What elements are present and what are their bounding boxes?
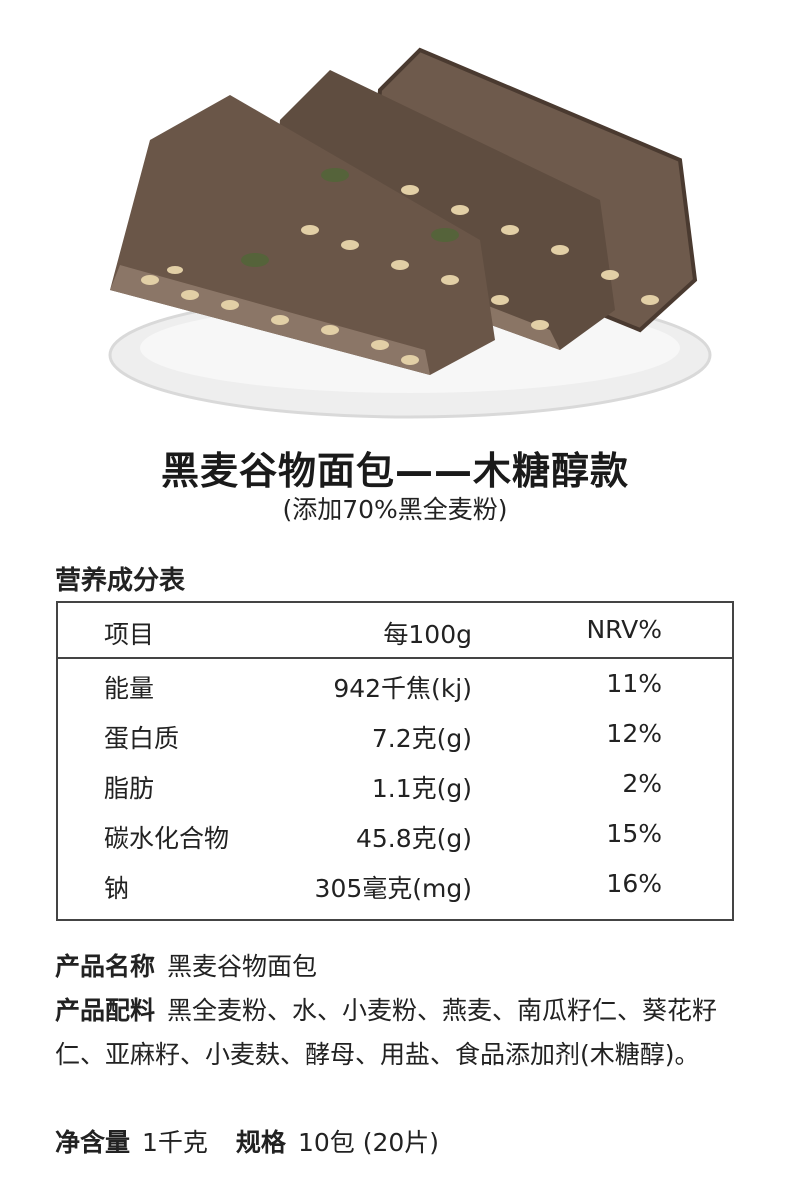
row-nrv: 12%: [606, 719, 662, 748]
table-row: 能量 942千焦(kj) 11%: [58, 661, 732, 711]
row-item: 脂肪: [104, 774, 155, 803]
header-nrv: NRV%: [586, 615, 662, 644]
row-item: 碳水化合物: [104, 824, 230, 853]
net-content-line: 净含量 1千克 规格 10包 (20片): [55, 1121, 745, 1165]
spec-label: 规格: [235, 1128, 286, 1157]
product-title: 黑麦谷物面包——木糖醇款: [160, 449, 629, 493]
table-row: 蛋白质 7.2克(g) 12%: [58, 711, 732, 761]
net-content-label: 净含量: [55, 1128, 131, 1157]
product-name-label: 产品名称: [55, 952, 156, 981]
table-row: 碳水化合物 45.8克(g) 15%: [58, 811, 732, 861]
row-per100g: 45.8克(g): [355, 824, 472, 853]
nutrition-table-heading: 营养成分表: [55, 566, 186, 596]
nutrition-table: 项目 每100g NRV% 能量 942千焦(kj) 11% 蛋白质 7.2克(…: [56, 601, 734, 921]
ingredients-value: 黑全麦粉、水、小麦粉、燕麦、南瓜籽仁、葵花籽仁、亚麻籽、小麦麸、酵母、用盐、食品…: [55, 996, 718, 1069]
row-per100g: 942千焦(kj): [333, 674, 472, 703]
header-per100g: 每100g: [383, 620, 472, 649]
row-item: 能量: [104, 674, 155, 703]
row-nrv: 15%: [606, 819, 662, 848]
product-subtitle: (添加70%黑全麦粉): [282, 495, 508, 524]
row-nrv: 11%: [606, 669, 662, 698]
row-per100g: 1.1克(g): [371, 774, 472, 803]
row-per100g: 7.2克(g): [371, 724, 472, 753]
ingredients-label: 产品配料: [55, 996, 156, 1025]
row-per100g: 305毫克(mg): [314, 874, 472, 903]
nutrition-table-header: 项目 每100g NRV%: [58, 603, 732, 659]
row-nrv: 2%: [622, 769, 662, 798]
product-name-value: 黑麦谷物面包: [167, 952, 318, 981]
product-name-line: 产品名称 黑麦谷物面包: [55, 945, 745, 989]
net-content-value: 1千克: [142, 1128, 208, 1157]
table-row: 钠 305毫克(mg) 16%: [58, 861, 732, 911]
row-item: 蛋白质: [104, 724, 180, 753]
ingredients-block: 产品配料 黑全麦粉、水、小麦粉、燕麦、南瓜籽仁、葵花籽仁、亚麻籽、小麦麸、酵母、用…: [55, 989, 745, 1077]
row-nrv: 16%: [606, 869, 662, 898]
row-item: 钠: [104, 874, 130, 903]
table-row: 脂肪 1.1克(g) 2%: [58, 761, 732, 811]
spec-value: 10包 (20片): [297, 1128, 440, 1157]
seeds: [141, 185, 659, 365]
header-item: 项目: [104, 620, 155, 649]
bread-photo: [108, 47, 712, 419]
pumpkin-seeds: [241, 168, 459, 267]
